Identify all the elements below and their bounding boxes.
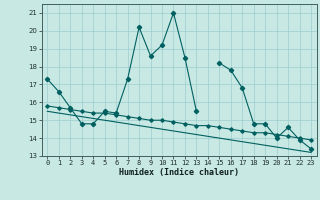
X-axis label: Humidex (Indice chaleur): Humidex (Indice chaleur) — [119, 168, 239, 177]
